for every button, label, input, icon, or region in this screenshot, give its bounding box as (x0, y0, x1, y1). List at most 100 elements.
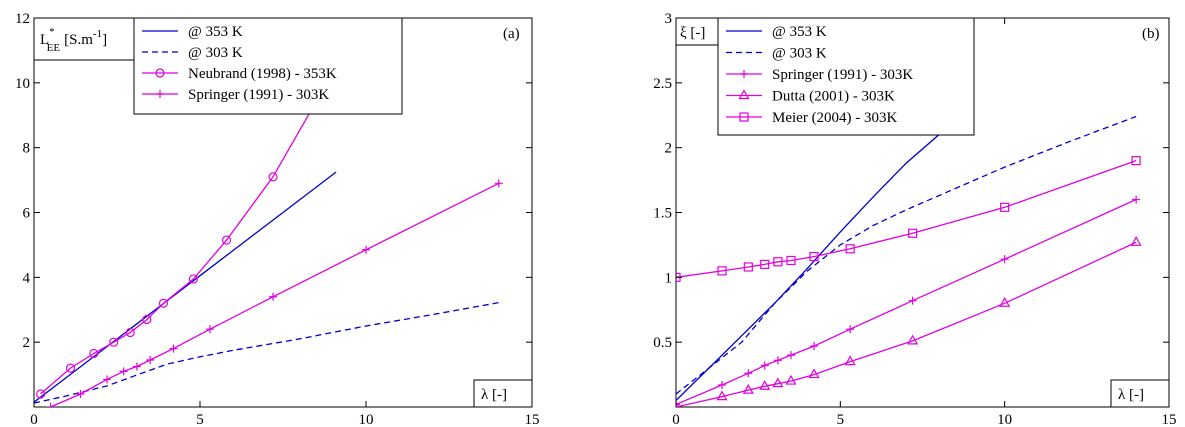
data-point (773, 356, 782, 365)
xlabel-box-a: λ [-] (473, 379, 533, 408)
panel-label-b: (b) (1142, 26, 1160, 42)
data-point (845, 244, 855, 254)
data-point (716, 390, 728, 401)
data-point (810, 342, 819, 351)
series-4 (676, 156, 1141, 282)
data-point (907, 334, 919, 345)
x-tick-label: 0 (30, 412, 38, 427)
legend-entry: Springer (1991) - 303K (188, 87, 329, 103)
data-point (221, 235, 232, 245)
x-tick-label: 5 (837, 412, 845, 427)
x-tick-label: 10 (359, 412, 374, 427)
data-point (125, 327, 135, 338)
y-tick-label: 2.5 (653, 76, 672, 92)
series-line (40, 95, 321, 395)
legend-entry: @ 303 K (188, 45, 243, 61)
ylabel-box-a: L* EE [S.m-1] (33, 17, 135, 61)
legend-entry: Meier (2004) - 303K (772, 110, 898, 126)
data-point (676, 400, 680, 407)
series-line (676, 241, 1137, 407)
legend-marker (155, 68, 165, 78)
y-tick-label: 2 (665, 141, 673, 157)
data-point (1131, 156, 1141, 166)
axis-ticks-a: 0 5 10 15 2 4 6 8 10 12 (15, 11, 540, 427)
data-point (743, 262, 753, 272)
data-point (169, 344, 178, 353)
y-tick-label: 12 (15, 11, 30, 27)
data-point (760, 259, 770, 269)
ylabel-a: L* EE [S.m-1] (40, 26, 107, 54)
data-point (808, 368, 820, 379)
data-point (119, 367, 128, 376)
legend-marker (739, 112, 749, 122)
series-3 (676, 236, 1142, 407)
legend-a: @ 353 K @ 303 K Neubrand (1998) - 353K Spri… (133, 17, 403, 115)
data-point (1132, 195, 1141, 204)
series-1 (676, 115, 1137, 395)
legend-marker (156, 90, 164, 98)
series-1 (34, 301, 499, 404)
data-point (759, 380, 771, 390)
data-point (785, 374, 797, 385)
series-line (676, 115, 1137, 395)
legend-entry: Springer (1991) - 303K (772, 67, 913, 83)
data-point (205, 325, 214, 334)
legend-entry: Dutta (2001) - 303K (772, 89, 895, 105)
chart-panel-b: 0 5 10 15 0.5 1 1.5 2 2.5 3 ξ [-] @ 353 K @ 303 K S… (653, 11, 1176, 427)
data-point (1130, 236, 1142, 246)
data-point (786, 255, 796, 266)
data-point (718, 380, 727, 389)
legend-marker (738, 89, 750, 100)
data-point (744, 369, 753, 378)
data-point (999, 297, 1011, 307)
y-tick-label: 6 (23, 206, 31, 222)
series-line (676, 159, 1137, 278)
data-point (844, 355, 856, 366)
data-point (1000, 202, 1010, 212)
data-point (36, 389, 46, 399)
y-tick-label: 3 (665, 11, 673, 27)
y-tick-label: 8 (23, 141, 31, 157)
data-point (846, 325, 855, 334)
data-point (103, 375, 112, 384)
x-tick-label: 10 (997, 412, 1012, 427)
plot-area-b (676, 115, 1142, 407)
legend-b: @ 353 K @ 303 K Springer (1991) - 303K Dutt… (717, 17, 975, 136)
x-tick-label: 15 (1162, 412, 1177, 427)
ylabel-box-b: ξ [-] (675, 17, 719, 46)
y-tick-label: 1 (665, 270, 673, 286)
legend-marker (740, 70, 748, 78)
xlabel-box-b: λ [-] (1110, 379, 1170, 408)
data-point (742, 383, 754, 394)
data-point (362, 245, 370, 254)
data-point (1000, 255, 1009, 264)
y-tick-label: 0.5 (653, 335, 672, 351)
x-tick-label: 15 (525, 412, 540, 427)
series-0 (676, 121, 963, 401)
data-point (89, 348, 99, 359)
data-point (676, 400, 680, 407)
data-point (65, 363, 76, 373)
legend-entry: @ 303 K (772, 46, 827, 62)
data-point (760, 361, 769, 370)
ylabel-b: ξ [-] (680, 25, 705, 41)
plot-area-a (34, 91, 503, 407)
data-point (908, 296, 917, 305)
data-point (158, 298, 169, 308)
legend-entry: @ 353 K (772, 24, 827, 40)
data-point (76, 390, 85, 399)
series-line (34, 171, 337, 403)
data-point (146, 355, 155, 364)
panel-label-a: (a) (503, 26, 520, 42)
y-tick-label: 10 (15, 76, 30, 92)
series-0 (34, 171, 337, 403)
series-2 (676, 195, 1141, 407)
data-point (773, 257, 783, 267)
y-tick-label: 1.5 (653, 206, 672, 222)
data-point (908, 228, 918, 238)
data-point (494, 179, 503, 188)
series-line (676, 121, 963, 401)
data-point (809, 251, 819, 262)
data-point (142, 314, 152, 325)
